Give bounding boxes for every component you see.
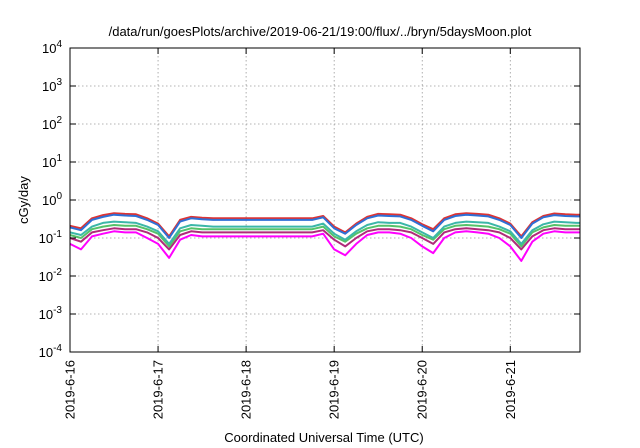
y-tick-label: 101: [42, 153, 62, 170]
x-tick-label: 2019-6-20: [415, 360, 430, 419]
series-line-6: [69, 230, 580, 262]
y-tick-label: 100: [42, 191, 62, 208]
y-tick-label: 104: [42, 39, 62, 56]
y-tick-label: 10-3: [39, 305, 63, 322]
chart-title: /data/run/goesPlots/archive/2019-06-21/1…: [109, 24, 532, 39]
y-tick-label: 102: [42, 115, 62, 132]
x-axis-label: Coordinated Universal Time (UTC): [224, 430, 423, 445]
x-tick-label: 2019-6-17: [151, 360, 166, 419]
series-line-2: [69, 212, 580, 238]
x-tick-label: 2019-6-18: [239, 360, 254, 419]
series-line-1: [69, 213, 580, 239]
y-axis-label: cGy/day: [16, 176, 31, 224]
series-line-5: [69, 227, 580, 251]
y-tick-label: 103: [42, 77, 62, 94]
y-axis-ticks: 10-4 10-3 10-2 10-1 100 101 102 103 104: [39, 39, 580, 360]
x-tick-label: 2019-6-16: [63, 360, 78, 419]
x-tick-label: 2019-6-21: [503, 360, 518, 419]
series-line-4: [69, 224, 580, 248]
grid: [70, 48, 580, 352]
y-tick-label: 10-4: [39, 343, 63, 360]
y-tick-label: 10-2: [39, 267, 63, 284]
y-tick-label: 10-1: [39, 229, 63, 246]
series-group: [69, 212, 580, 262]
x-tick-label: 2019-6-19: [327, 360, 342, 419]
x-axis-ticks: 2019-6-16 2019-6-17 2019-6-18 2019-6-19 2019…: [63, 48, 518, 419]
series-line-3: [69, 220, 580, 245]
